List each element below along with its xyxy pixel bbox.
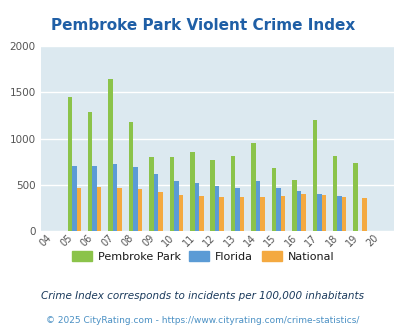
Bar <box>235 187 239 231</box>
Bar <box>280 196 284 231</box>
Bar <box>352 163 357 231</box>
Bar <box>292 180 296 231</box>
Bar <box>296 191 301 231</box>
Legend: Pembroke Park, Florida, National: Pembroke Park, Florida, National <box>67 247 338 267</box>
Bar <box>312 120 316 231</box>
Bar <box>210 160 214 231</box>
Bar <box>149 157 153 231</box>
Bar <box>67 97 72 231</box>
Bar <box>198 196 203 231</box>
Bar <box>137 189 142 231</box>
Bar <box>321 194 325 231</box>
Bar <box>275 188 280 231</box>
Bar <box>158 192 162 231</box>
Bar <box>113 164 117 231</box>
Bar <box>301 194 305 231</box>
Bar <box>169 157 174 231</box>
Text: Pembroke Park Violent Crime Index: Pembroke Park Violent Crime Index <box>51 18 354 33</box>
Bar <box>174 181 178 231</box>
Bar <box>133 167 137 231</box>
Bar <box>117 188 121 231</box>
Bar <box>153 174 158 231</box>
Bar <box>97 187 101 231</box>
Bar <box>128 122 133 231</box>
Bar <box>316 194 321 231</box>
Bar <box>88 112 92 231</box>
Text: © 2025 CityRating.com - https://www.cityrating.com/crime-statistics/: © 2025 CityRating.com - https://www.city… <box>46 316 359 325</box>
Bar <box>251 143 255 231</box>
Bar <box>178 195 183 231</box>
Bar <box>255 181 260 231</box>
Bar <box>77 187 81 231</box>
Bar <box>337 196 341 231</box>
Bar <box>72 166 77 231</box>
Bar <box>190 151 194 231</box>
Text: Crime Index corresponds to incidents per 100,000 inhabitants: Crime Index corresponds to incidents per… <box>41 291 364 301</box>
Bar <box>219 197 224 231</box>
Bar <box>341 197 345 231</box>
Bar <box>332 156 337 231</box>
Bar <box>194 183 198 231</box>
Bar <box>260 197 264 231</box>
Bar <box>230 156 235 231</box>
Bar <box>239 197 244 231</box>
Bar <box>92 166 97 231</box>
Bar <box>362 198 366 231</box>
Bar <box>271 168 275 231</box>
Bar <box>108 79 113 231</box>
Bar <box>214 186 219 231</box>
